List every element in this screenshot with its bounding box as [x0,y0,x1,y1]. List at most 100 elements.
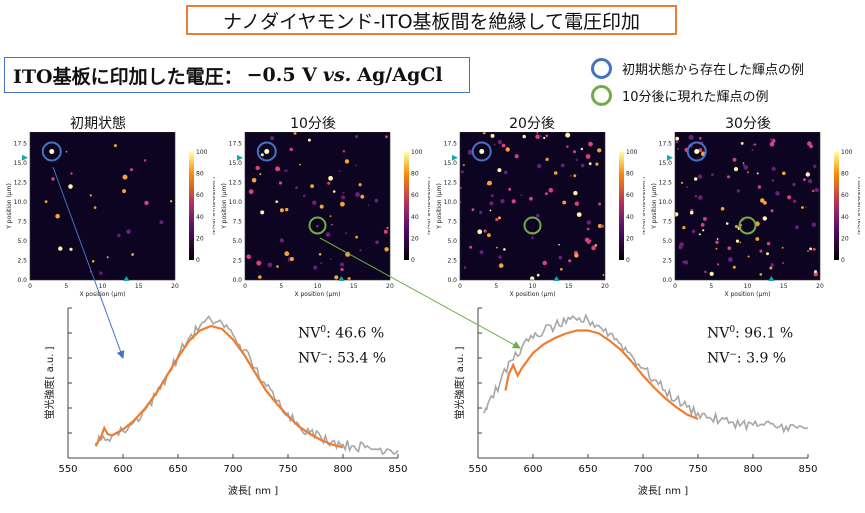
map-y-tick-label: 0.0 [17,277,27,284]
voltage-vs: vs. [322,64,352,86]
blue-circle-icon [591,58,612,79]
fluorescence-spot [597,148,602,153]
fluorescence-spot [715,240,719,244]
map-x-tick-label: 5 [709,283,713,290]
fluorescence-spot [762,216,767,221]
fluorescence-spot [55,213,60,219]
fluorescence-spot [113,144,117,148]
map-x-tick-label: 5 [64,283,68,290]
map-y-tick-label: 2.5 [447,258,457,265]
fluorescence-spot [807,141,812,146]
fluorescence-spot [675,139,679,144]
nvm-ratio-right: NV−: 3.9 % [707,349,787,367]
fluorescence-spot [677,147,680,150]
green-marker-circle [523,216,542,235]
fluorescence-map-10min: 0 5 10 15 20 0.0 2.5 5.0 7.5 10.0 12.5 15.0 17.5 X po… [221,132,430,298]
legend-item-initial: 初期状態から存在した輝点の例 [591,55,804,82]
fluorescence-spot [275,166,281,172]
fluorescence-spot [500,199,505,204]
fluorescence-spot [316,225,319,228]
fluorescence-spot [130,168,133,172]
marker-legend: 初期状態から存在した輝点の例 10分後に現れた輝点の例 [591,55,804,109]
fluorescence-spot [251,177,257,183]
fluorescence-spot [383,229,388,234]
panel-title-30min: 30分後 [725,116,771,132]
fluorescence-spot [568,259,572,263]
fluorescence-spot [495,217,499,222]
fluorescence-spot [688,134,694,140]
fluorescence-spot [588,141,593,147]
map-x-tick-label: 10 [99,283,107,290]
fluorescence-spot [248,189,254,195]
fluorescence-spot [246,254,251,260]
fluorescence-spot [310,184,314,188]
fluorescence-spot [295,186,298,190]
map-y-tick-label: 17.5 [14,141,28,148]
fluorescence-spot [330,258,332,261]
fluorescence-spot [769,266,773,270]
map-y-tick-label: 10.0 [14,199,28,206]
fluorescence-spot [717,263,720,266]
map-x-tick-label: 0 [673,283,677,290]
map-x-tick-label: 5 [279,283,283,290]
fluorescence-spot [754,143,757,146]
colorbar-tick-label: 40 [841,214,849,221]
measured-spectrum-line [94,315,399,456]
fluorescence-spot [751,149,754,151]
fluorescence-spot [279,208,284,213]
fluorescence-spot [588,162,592,166]
marker-x-triangle [553,276,560,281]
colorbar-tick-label: 60 [841,192,849,199]
fluorescence-spot [278,181,283,185]
fluorescence-spot [539,134,542,138]
fluorescence-spot [598,202,602,206]
fluorescence-spot [360,194,365,199]
fluorescence-spot [586,227,590,231]
fluorescence-spot [803,178,806,182]
fluorescence-spot [537,163,542,169]
map-y-tick-label: 7.5 [232,219,242,226]
fluorescence-spot [536,213,540,218]
fluorescence-spot [782,262,784,264]
x-tick-label: 700 [223,464,242,475]
fluorescence-spot [511,199,516,204]
map-x-tick-label: 0 [458,283,462,290]
fluorescence-spot [792,199,797,204]
map-x-tick-label: 0 [243,283,247,290]
fluorescence-spot [792,182,796,187]
fluorescence-spot [740,142,744,145]
x-tick-label: 600 [113,464,132,475]
map-x-tick-label: 0 [28,283,32,290]
green-marker-circle [308,216,327,235]
fluorescence-spot [704,270,707,273]
bright-spot [264,148,270,154]
fluorescence-spot [698,148,703,153]
colorbar-tick-label: 60 [196,192,204,199]
measured-spectrum-line [482,313,809,434]
fluorescence-spot [595,162,599,166]
fluorescence-spot [386,226,389,229]
fluorescence-spot [490,194,494,198]
fluorescence-spot [330,223,333,226]
fluorescence-spot [496,246,498,249]
fluorescence-spot [270,136,275,141]
fluorescence-spot [560,163,565,168]
fluorescence-spot [544,192,548,196]
colorbar-tick-label: 100 [626,149,638,156]
colorbar [189,152,194,260]
fluorescence-spot [340,267,344,272]
x-tick-label: 600 [523,464,542,475]
fluorescence-spot [490,133,495,138]
fluorescence-spot [756,172,759,175]
marker-y-triangle [667,154,673,161]
fluorescence-spot [600,224,604,228]
x-tick-label: 750 [688,464,707,475]
map-y-tick-label: 2.5 [232,258,242,265]
x-tick-label: 650 [168,464,187,475]
fluorescence-spot [545,134,549,138]
fluorescence-spot [681,181,684,184]
fluorescence-spot [814,270,817,274]
fluorescence-spot [766,241,771,246]
fluorescence-spot [691,229,696,234]
fluorescence-spot [569,174,572,177]
